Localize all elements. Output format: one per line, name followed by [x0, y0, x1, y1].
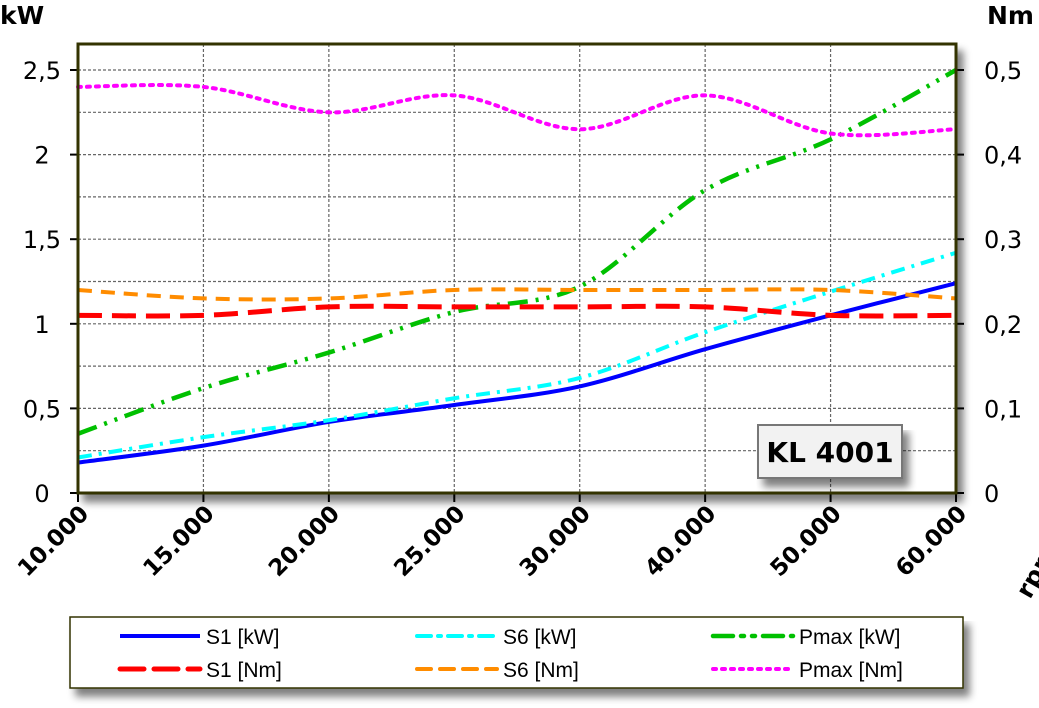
x-tick-label: 15.000 [139, 501, 220, 582]
series-line-2 [77, 68, 958, 436]
legend-label: S1 [kW] [206, 626, 280, 649]
series-line-0 [77, 281, 957, 465]
left-tick-label: 2 [34, 142, 49, 170]
right-tick-label: 0,4 [984, 142, 1022, 170]
right-tick-label: 0 [984, 480, 999, 508]
x-tick-label: 30.000 [515, 501, 596, 582]
legend-label: S1 [Nm] [206, 659, 282, 682]
plot-area [76, 42, 958, 495]
x-tick-label: 20.000 [264, 501, 345, 582]
x-tick-label: 25.000 [389, 501, 470, 582]
x-axis-label: rpm [1010, 540, 1039, 603]
series-line-4 [77, 287, 957, 302]
legend-label: Pmax [kW] [799, 626, 901, 649]
x-tick-label: 10.000 [13, 501, 94, 582]
right-tick-label: 0,2 [984, 311, 1022, 339]
x-tick-label: 60.000 [891, 501, 972, 582]
legend-label: S6 [kW] [503, 626, 577, 649]
series-line-1 [77, 250, 957, 460]
x-tick-label: 40.000 [640, 501, 721, 582]
x-tick-label: 50.000 [766, 501, 847, 582]
right-axis-label: Nm [987, 1, 1034, 30]
series-line-3 [77, 303, 957, 319]
left-tick-label: 1,5 [23, 226, 61, 254]
right-tick-label: 0,3 [984, 226, 1022, 254]
left-tick-label: 2,5 [23, 57, 61, 85]
gridlines [78, 44, 956, 493]
left-axis-label: kW [0, 1, 44, 30]
series-lines [76, 68, 958, 465]
series-line-5 [76, 83, 958, 138]
model-badge-text: KL 4001 [766, 436, 893, 469]
left-tick-label: 0 [34, 480, 49, 508]
legend-label: Pmax [Nm] [799, 659, 903, 682]
right-tick-label: 0,1 [984, 395, 1022, 423]
right-tick-label: 0,5 [984, 57, 1022, 85]
left-tick-label: 1 [34, 311, 49, 339]
model-badge: KL 4001 [757, 424, 903, 479]
left-tick-label: 0,5 [23, 395, 61, 423]
legend-label: S6 [Nm] [503, 659, 579, 682]
legend: S1 [kW] S6 [kW] Pmax [kW] S1 [Nm] S6 [Nm] Pma… [69, 616, 964, 689]
